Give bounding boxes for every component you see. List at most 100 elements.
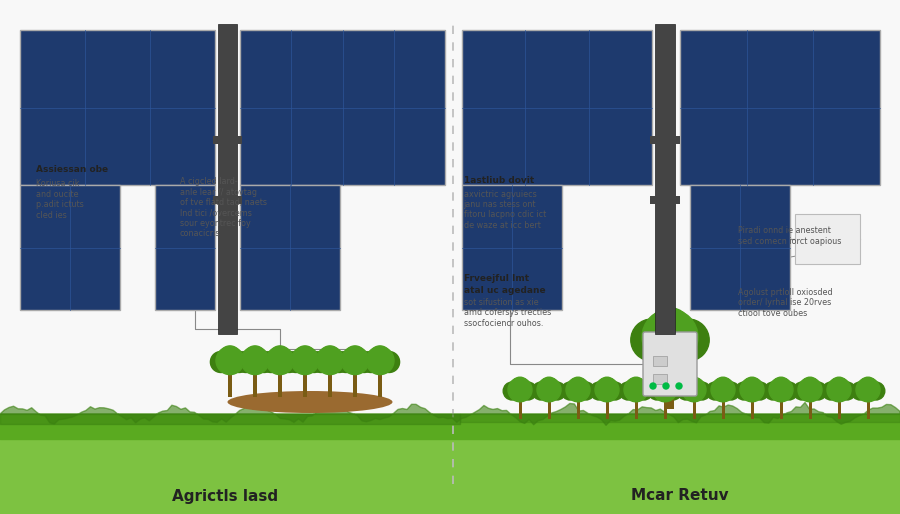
Text: sot sifustion as xie
amd cofersys trecties
ssocfociencr ouhos.: sot sifustion as xie amd cofersys trecti… xyxy=(464,298,551,327)
Bar xyxy=(692,397,696,419)
Circle shape xyxy=(627,377,645,395)
Circle shape xyxy=(667,319,709,361)
Bar xyxy=(751,397,753,419)
Circle shape xyxy=(379,352,400,373)
Circle shape xyxy=(693,382,711,400)
Circle shape xyxy=(793,382,811,400)
Circle shape xyxy=(851,382,869,400)
Text: Assiessan obe: Assiessan obe xyxy=(36,166,108,174)
Circle shape xyxy=(798,378,822,402)
Bar xyxy=(690,185,790,310)
Bar xyxy=(155,185,215,310)
Ellipse shape xyxy=(228,391,392,413)
Circle shape xyxy=(569,377,587,395)
Circle shape xyxy=(682,378,706,402)
Text: A cigcled lard-
anle lear // atovtag
of tve flatd tad, naets
Ind tici /overcems
: A cigcled lard- anle lear // atovtag of … xyxy=(180,177,267,238)
Text: Koriusa cik
and oucite
p.adit ictuts
cled ies: Koriusa cik and oucite p.adit ictuts cle… xyxy=(36,179,84,219)
Text: Mcar Retuv: Mcar Retuv xyxy=(631,488,729,504)
Circle shape xyxy=(303,352,325,373)
Text: Agolust prtloll oxiosded
order/ lyrhal ise 20rves
ctiool tove oubes: Agolust prtloll oxiosded order/ lyrhal i… xyxy=(738,288,833,318)
Circle shape xyxy=(656,377,674,395)
Circle shape xyxy=(830,377,848,395)
Bar xyxy=(278,369,282,397)
Circle shape xyxy=(764,382,782,400)
FancyBboxPatch shape xyxy=(643,332,697,396)
Bar xyxy=(218,24,237,334)
Circle shape xyxy=(360,352,382,373)
Circle shape xyxy=(595,378,619,402)
Circle shape xyxy=(859,377,877,395)
Circle shape xyxy=(316,346,344,375)
Circle shape xyxy=(229,352,249,373)
Bar xyxy=(577,397,580,419)
Bar xyxy=(20,185,120,310)
Circle shape xyxy=(354,352,374,373)
Circle shape xyxy=(653,378,677,402)
Bar xyxy=(240,30,445,185)
Circle shape xyxy=(245,346,266,367)
Circle shape xyxy=(336,352,356,373)
Circle shape xyxy=(677,382,695,400)
Circle shape xyxy=(294,346,316,367)
Circle shape xyxy=(537,378,561,402)
Bar xyxy=(838,397,841,419)
Bar xyxy=(253,369,257,397)
Text: 1astliub dovit: 1astliub dovit xyxy=(464,176,534,185)
Bar xyxy=(795,214,860,264)
Circle shape xyxy=(856,378,880,402)
Circle shape xyxy=(650,383,656,389)
Circle shape xyxy=(598,377,616,395)
Bar xyxy=(634,397,637,419)
Circle shape xyxy=(663,383,669,389)
Bar xyxy=(228,369,232,397)
Bar xyxy=(779,397,782,419)
Bar xyxy=(663,397,667,419)
Circle shape xyxy=(260,352,282,373)
Bar xyxy=(547,397,551,419)
Bar xyxy=(240,185,340,310)
Circle shape xyxy=(867,382,885,400)
Bar xyxy=(650,136,680,144)
Bar xyxy=(353,369,357,397)
Circle shape xyxy=(366,346,394,375)
Bar xyxy=(606,397,608,419)
Circle shape xyxy=(642,309,698,365)
Circle shape xyxy=(648,382,666,400)
Circle shape xyxy=(220,346,240,367)
Bar xyxy=(518,397,521,419)
Bar xyxy=(213,136,242,144)
Circle shape xyxy=(809,382,827,400)
Circle shape xyxy=(320,346,340,367)
Text: Piradi onnd ie anestent
sed comecn iorct oapious: Piradi onnd ie anestent sed comecn iorct… xyxy=(738,226,842,246)
Circle shape xyxy=(341,346,369,375)
Circle shape xyxy=(743,377,761,395)
Bar xyxy=(328,369,332,397)
Circle shape xyxy=(751,382,769,400)
Bar xyxy=(808,397,812,419)
Circle shape xyxy=(634,382,652,400)
Circle shape xyxy=(577,382,595,400)
Bar xyxy=(20,30,215,185)
Circle shape xyxy=(711,378,735,402)
Circle shape xyxy=(266,346,294,375)
Bar xyxy=(462,30,652,185)
Bar xyxy=(667,354,673,409)
Bar xyxy=(462,185,562,310)
Circle shape xyxy=(328,352,349,373)
Circle shape xyxy=(590,382,608,400)
Circle shape xyxy=(508,378,532,402)
Circle shape xyxy=(291,346,319,375)
Bar xyxy=(722,397,725,419)
Circle shape xyxy=(685,377,703,395)
Circle shape xyxy=(285,352,306,373)
Circle shape xyxy=(370,346,391,367)
Circle shape xyxy=(735,382,753,400)
Circle shape xyxy=(606,382,624,400)
Bar xyxy=(650,196,680,204)
Circle shape xyxy=(211,352,231,373)
Circle shape xyxy=(838,382,856,400)
Bar xyxy=(653,374,667,384)
Circle shape xyxy=(562,382,580,400)
Circle shape xyxy=(740,378,764,402)
Circle shape xyxy=(345,346,365,367)
